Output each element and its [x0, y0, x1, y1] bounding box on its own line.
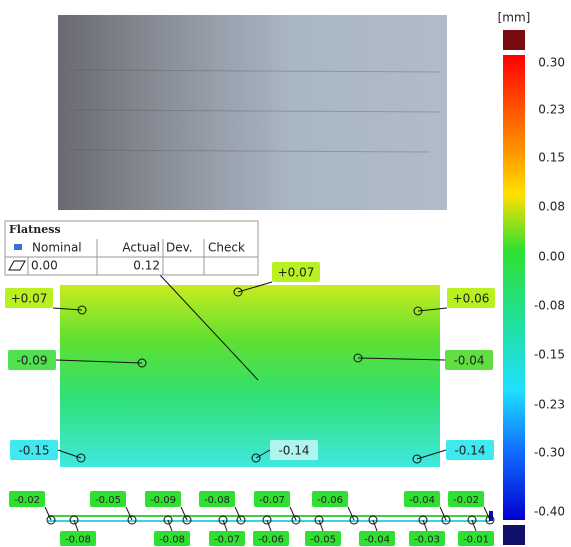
colorbar-label: 0.15 — [538, 151, 565, 165]
table-header: Actual — [122, 241, 160, 255]
label-text: -0.02 — [453, 495, 479, 506]
colorbar-label: -0.30 — [534, 446, 565, 460]
page: Flatness Nominal Actual Dev. Check 0.00 … — [0, 0, 571, 547]
label-text: -0.04 — [364, 535, 390, 546]
table-cell: 0.12 — [133, 259, 160, 273]
label-text: -0.08 — [65, 535, 91, 546]
label-text: -0.14 — [278, 444, 309, 458]
label-text: -0.03 — [414, 535, 440, 546]
colorbar-label: 0.08 — [538, 200, 565, 214]
label-text: -0.06 — [317, 495, 343, 506]
label-text: -0.15 — [18, 444, 49, 458]
table-title: Flatness — [9, 223, 61, 236]
label-text: -0.05 — [310, 535, 336, 546]
colorbar-label: -0.40 — [534, 505, 565, 519]
colorbar-label: -0.23 — [534, 398, 565, 412]
label-text: -0.08 — [204, 495, 230, 506]
label-text: -0.02 — [14, 495, 40, 506]
colorbar-label: -0.15 — [534, 348, 565, 362]
label-text: -0.09 — [150, 495, 176, 506]
label-text: -0.07 — [214, 535, 240, 546]
colorbar-label: -0.08 — [534, 299, 565, 313]
table-header: Nominal — [32, 241, 82, 255]
label-text: -0.07 — [259, 495, 285, 506]
label-text: -0.14 — [454, 444, 485, 458]
label-text: -0.09 — [16, 354, 47, 368]
colorbar — [503, 55, 525, 520]
deviation-map — [60, 285, 440, 467]
colorbar-under — [503, 525, 525, 545]
label-text: +0.06 — [453, 292, 490, 306]
label-text: -0.06 — [258, 535, 284, 546]
table-header: Check — [208, 241, 245, 255]
label-text: -0.04 — [409, 495, 435, 506]
colorbar-unit: [mm] — [498, 11, 531, 25]
label-text: -0.01 — [463, 535, 489, 546]
colorbar-label: 0.23 — [538, 103, 565, 117]
label-text: -0.05 — [95, 495, 121, 506]
label-text: +0.07 — [278, 266, 315, 280]
label-text: -0.08 — [159, 535, 185, 546]
part-photo — [58, 15, 447, 210]
colorbar-label: 0.30 — [538, 56, 565, 70]
table-header: Dev. — [166, 241, 193, 255]
label-text: +0.07 — [11, 292, 48, 306]
table-cell: 0.00 — [31, 259, 58, 273]
flatness-table: Flatness Nominal Actual Dev. Check 0.00 … — [5, 221, 258, 275]
colorbar-label: 0.00 — [538, 250, 565, 264]
colorbar-over — [503, 30, 525, 50]
label-text: -0.04 — [453, 354, 484, 368]
